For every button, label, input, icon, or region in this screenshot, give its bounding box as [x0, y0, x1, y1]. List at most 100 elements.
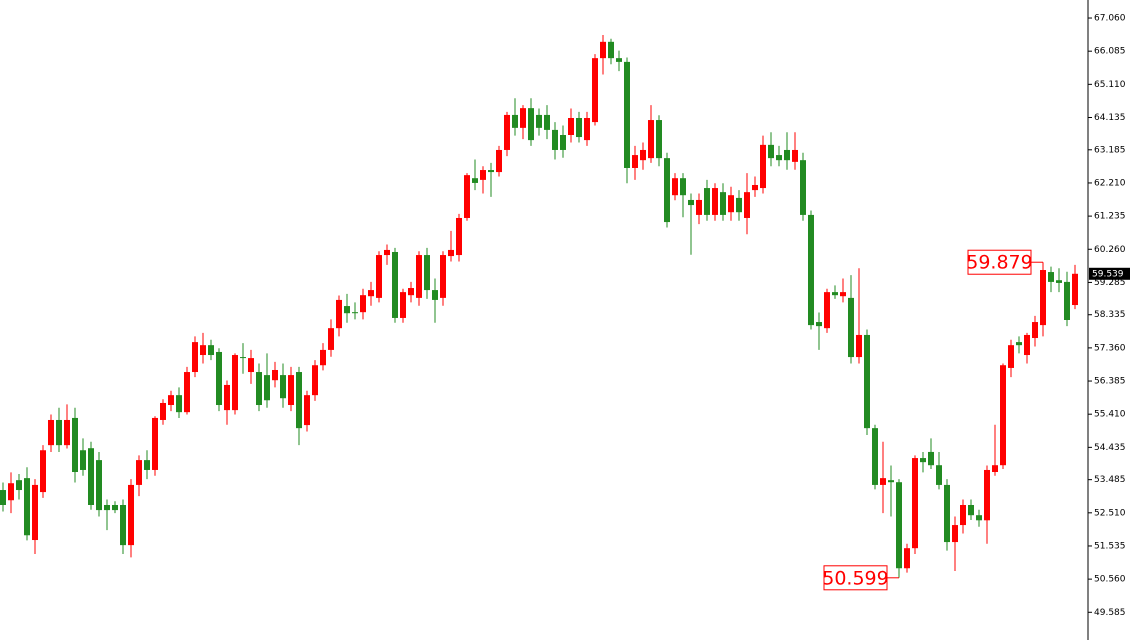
candle-body [992, 465, 998, 473]
candle-body [424, 255, 430, 291]
candle-body [272, 369, 278, 381]
candle-body [696, 199, 702, 215]
candle-body [80, 450, 86, 470]
candle-body [840, 292, 846, 297]
candle-body [712, 188, 718, 215]
candle-body [56, 419, 62, 446]
candle-body [512, 114, 518, 128]
candle-body [192, 342, 198, 373]
candle-body [656, 120, 662, 159]
candle-body [672, 178, 678, 196]
candle-body [120, 504, 126, 546]
candle-body [1032, 322, 1038, 339]
candle-body [280, 375, 286, 399]
y-tick-label: 65.110 [1094, 80, 1126, 90]
candle-body [576, 118, 582, 138]
candle-body [912, 458, 918, 549]
current-price-box [1089, 267, 1130, 280]
candle-body [688, 199, 694, 206]
candle-body [224, 384, 230, 411]
candle-body [616, 58, 622, 62]
candle-body [680, 178, 686, 196]
candle-body [608, 41, 614, 59]
candle-body [408, 288, 414, 296]
candle-body [744, 192, 750, 218]
candle-body [1064, 281, 1070, 320]
candle-body [240, 357, 246, 359]
candle-body [920, 458, 926, 463]
candle-body [136, 460, 142, 485]
candle-body [288, 375, 294, 406]
candle-body [448, 249, 454, 257]
y-tick-label: 51.535 [1094, 541, 1126, 551]
y-tick-label: 66.085 [1094, 47, 1126, 57]
candle-body [208, 345, 214, 356]
y-tick-label: 57.360 [1094, 343, 1126, 353]
candle-body [904, 548, 910, 569]
candle-body [720, 192, 726, 215]
candle-body [800, 160, 806, 215]
candle-body [336, 299, 342, 329]
candle-body [248, 358, 254, 373]
candle-body [536, 114, 542, 128]
candle-body [736, 197, 742, 213]
candle-body [960, 504, 966, 526]
candle-body [624, 61, 630, 168]
candle-body [168, 395, 174, 406]
candle-body [304, 395, 310, 426]
candle-body [792, 149, 798, 162]
candle-body [1048, 272, 1054, 282]
candle-body [768, 144, 774, 159]
y-tick-label: 61.235 [1094, 212, 1126, 222]
y-tick-label: 53.485 [1094, 475, 1126, 485]
candle-body [968, 504, 974, 516]
candle-body [8, 483, 14, 501]
candle-body [848, 297, 854, 358]
annotation-label: 50.599 [822, 567, 888, 589]
candle-body [808, 214, 814, 326]
candle-body [560, 135, 566, 150]
candle-body [64, 419, 70, 446]
candle-body [664, 158, 670, 223]
candle-body [328, 328, 334, 350]
y-tick-label: 67.060 [1094, 14, 1126, 24]
candle-body [568, 118, 574, 136]
candle-body [520, 108, 526, 128]
candle-body [936, 465, 942, 485]
candle-body [528, 108, 534, 141]
candle-body [824, 292, 830, 329]
candle-body [784, 149, 790, 161]
candle-body [40, 450, 46, 493]
candle-body [480, 170, 486, 180]
candle-body [104, 504, 110, 511]
candle-body [360, 295, 366, 313]
candle-body [704, 188, 710, 215]
candle-body [440, 255, 446, 298]
candle-body [776, 155, 782, 161]
candle-body [752, 184, 758, 191]
y-tick-label: 54.435 [1094, 443, 1126, 453]
candle-body [1024, 334, 1030, 356]
y-tick-label: 64.135 [1094, 113, 1126, 123]
candle-body [864, 334, 870, 429]
annotation-box [823, 565, 888, 591]
y-tick-label: 52.510 [1094, 508, 1126, 518]
candle-body [96, 460, 102, 511]
y-tick-label: 56.385 [1094, 377, 1126, 387]
candle-body [600, 41, 606, 59]
annotation-box [967, 249, 1032, 275]
candle-body [728, 195, 734, 213]
candle-body [1000, 365, 1006, 466]
y-tick-label: 60.260 [1094, 245, 1126, 255]
candle-body [496, 149, 502, 173]
candle-body [312, 365, 318, 396]
candle-body [416, 255, 422, 298]
candle-body [640, 149, 646, 161]
candle-body [648, 120, 654, 159]
y-tick-label: 62.210 [1094, 178, 1126, 188]
candle-body [952, 525, 958, 543]
candle-body [72, 417, 78, 473]
y-tick-label: 63.185 [1094, 145, 1126, 155]
candle-body [112, 504, 118, 511]
